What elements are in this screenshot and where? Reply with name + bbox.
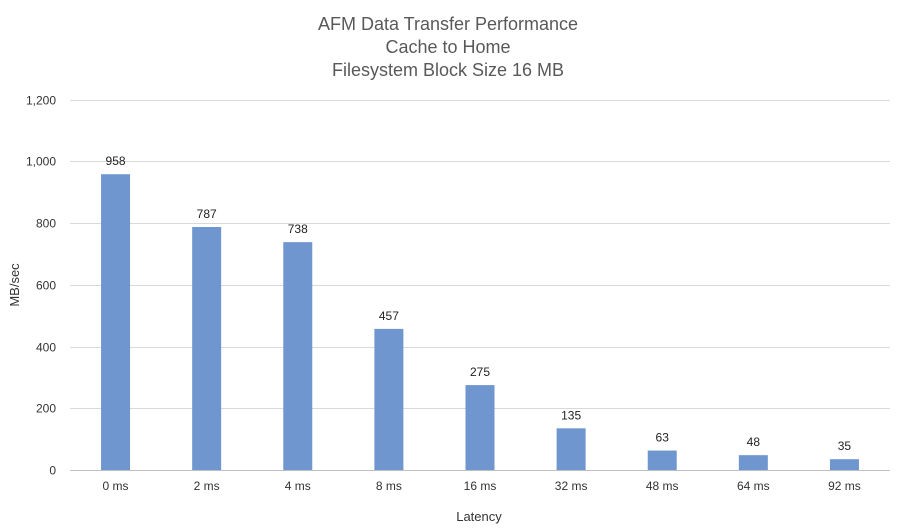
x-tick-label: 48 ms xyxy=(646,479,679,493)
bar xyxy=(556,428,586,470)
x-axis-ticks: 0 ms 2 ms 4 ms 8 ms 16 ms 32 ms 48 ms 64 ms 92 m… xyxy=(103,479,861,493)
data-label: 958 xyxy=(106,154,126,168)
data-label: 457 xyxy=(379,309,399,323)
x-axis-title: Latency xyxy=(456,509,502,524)
data-labels: 958 787 738 457 275 135 63 48 35 xyxy=(106,154,852,453)
bar xyxy=(192,227,222,470)
bar xyxy=(465,385,495,470)
data-label: 135 xyxy=(561,408,581,422)
chart-title: AFM Data Transfer Performance Cache to H… xyxy=(318,14,578,80)
bars xyxy=(101,174,859,470)
x-tick-label: 32 ms xyxy=(555,479,588,493)
y-axis-title: MB/sec xyxy=(7,263,22,307)
x-tick-label: 64 ms xyxy=(737,479,770,493)
bar xyxy=(738,455,768,470)
bar xyxy=(829,459,859,470)
data-label: 738 xyxy=(288,222,308,236)
chart-title-line-1: AFM Data Transfer Performance xyxy=(318,14,578,34)
y-tick-label: 600 xyxy=(36,279,56,293)
data-label: 63 xyxy=(656,431,670,445)
bar xyxy=(647,450,677,470)
data-label: 787 xyxy=(197,207,217,221)
x-tick-label: 0 ms xyxy=(103,479,129,493)
bar xyxy=(101,174,131,470)
y-tick-label: 0 xyxy=(49,464,56,478)
bar xyxy=(374,328,404,470)
y-tick-label: 200 xyxy=(36,402,56,416)
y-axis-ticks: 0 200 400 600 800 1,000 1,200 xyxy=(26,94,56,478)
x-tick-label: 2 ms xyxy=(194,479,220,493)
y-tick-label: 400 xyxy=(36,341,56,355)
x-tick-label: 4 ms xyxy=(285,479,311,493)
bar xyxy=(283,242,313,470)
chart-title-line-2: Cache to Home xyxy=(385,37,510,57)
y-tick-label: 1,200 xyxy=(26,94,56,108)
x-tick-label: 16 ms xyxy=(464,479,497,493)
x-tick-label: 92 ms xyxy=(828,479,861,493)
y-tick-label: 800 xyxy=(36,217,56,231)
chart-title-line-3: Filesystem Block Size 16 MB xyxy=(332,60,564,80)
data-label: 48 xyxy=(747,435,761,449)
data-label: 275 xyxy=(470,365,490,379)
data-label: 35 xyxy=(838,439,852,453)
x-tick-label: 8 ms xyxy=(376,479,402,493)
y-tick-label: 1,000 xyxy=(26,155,56,169)
